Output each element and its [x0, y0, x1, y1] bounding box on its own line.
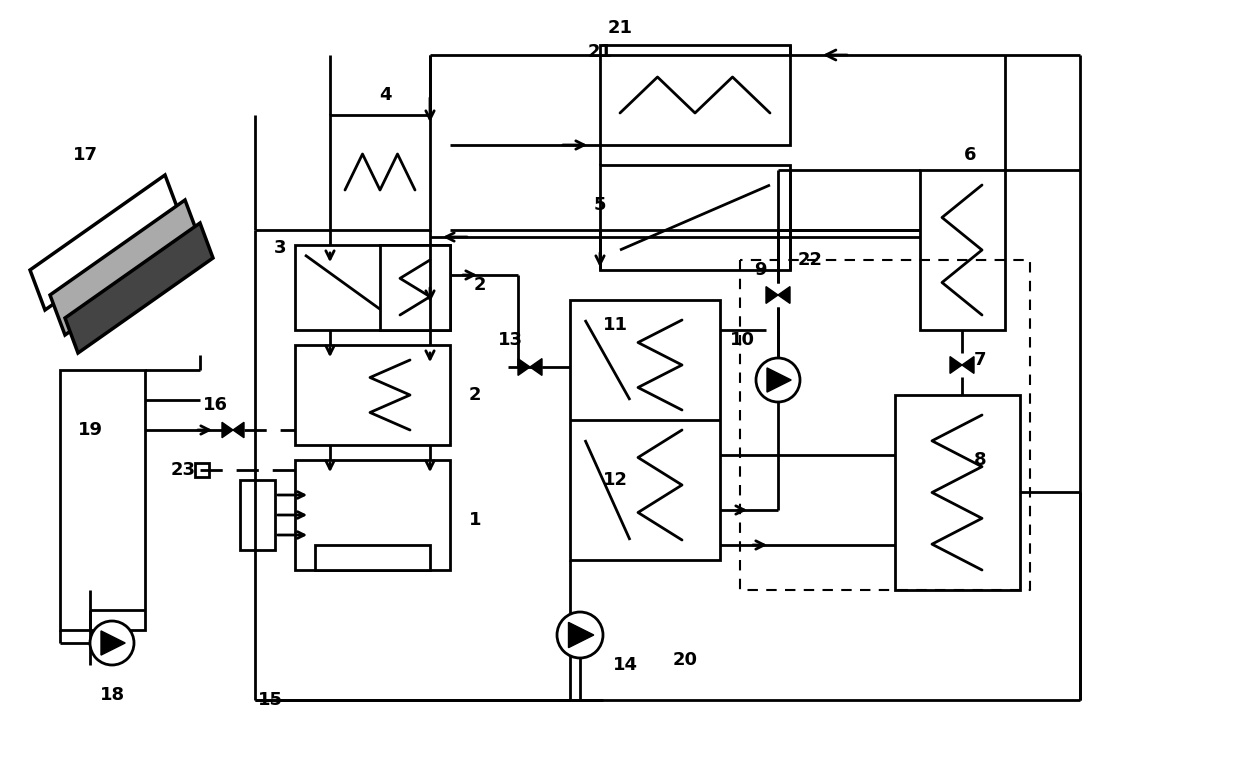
Text: 8: 8 [974, 451, 986, 469]
Bar [315, 545, 430, 570]
Bar [895, 395, 1020, 590]
Bar [330, 115, 430, 230]
Polygon shape [50, 200, 199, 335]
Text: 20: 20 [673, 651, 698, 669]
Polygon shape [767, 368, 792, 392]
Text: 12: 12 [602, 471, 627, 489]
Text: 9: 9 [753, 261, 766, 279]
Polygon shape [222, 422, 233, 438]
Polygon shape [530, 359, 541, 375]
Text: 13: 13 [498, 331, 523, 349]
Text: 21: 21 [587, 43, 612, 61]
Text: 18: 18 [99, 686, 125, 704]
Text: 4: 4 [379, 86, 392, 104]
Bar [295, 460, 450, 570]
Text: 22: 22 [798, 251, 823, 269]
Circle shape [756, 358, 800, 402]
Text: 16: 16 [202, 396, 228, 414]
Polygon shape [569, 622, 593, 648]
Text: 2: 2 [473, 276, 486, 294]
Bar [240, 480, 275, 550]
Text: 14: 14 [612, 656, 638, 674]
Polygon shape [778, 286, 790, 303]
Polygon shape [961, 357, 974, 374]
Polygon shape [64, 223, 213, 353]
Circle shape [90, 621, 134, 665]
Text: 21: 21 [607, 19, 632, 37]
Text: 11: 11 [602, 316, 627, 334]
Polygon shape [950, 357, 961, 374]
Bar [921, 170, 1005, 330]
Polygon shape [30, 175, 180, 310]
Polygon shape [102, 631, 125, 655]
Text: 5: 5 [593, 196, 606, 214]
Bar [380, 245, 450, 330]
Text: 3: 3 [274, 239, 286, 257]
Polygon shape [766, 286, 778, 303]
Text: 10: 10 [730, 331, 755, 349]
Bar [195, 463, 209, 477]
Bar [59, 370, 145, 630]
Bar [295, 245, 450, 330]
Bar [600, 165, 790, 270]
Text: 2: 2 [468, 386, 481, 404]
Text: 7: 7 [974, 351, 986, 369]
Bar [570, 300, 720, 560]
Text: 17: 17 [73, 146, 98, 164]
Text: 15: 15 [258, 691, 282, 709]
Text: 6: 6 [964, 146, 976, 164]
Text: 1: 1 [468, 511, 481, 529]
Bar [295, 345, 450, 445]
Text: 19: 19 [78, 421, 103, 439]
Circle shape [558, 612, 603, 658]
Text: 23: 23 [171, 461, 196, 479]
Bar [600, 45, 790, 145]
Polygon shape [233, 422, 244, 438]
Polygon shape [518, 359, 530, 375]
